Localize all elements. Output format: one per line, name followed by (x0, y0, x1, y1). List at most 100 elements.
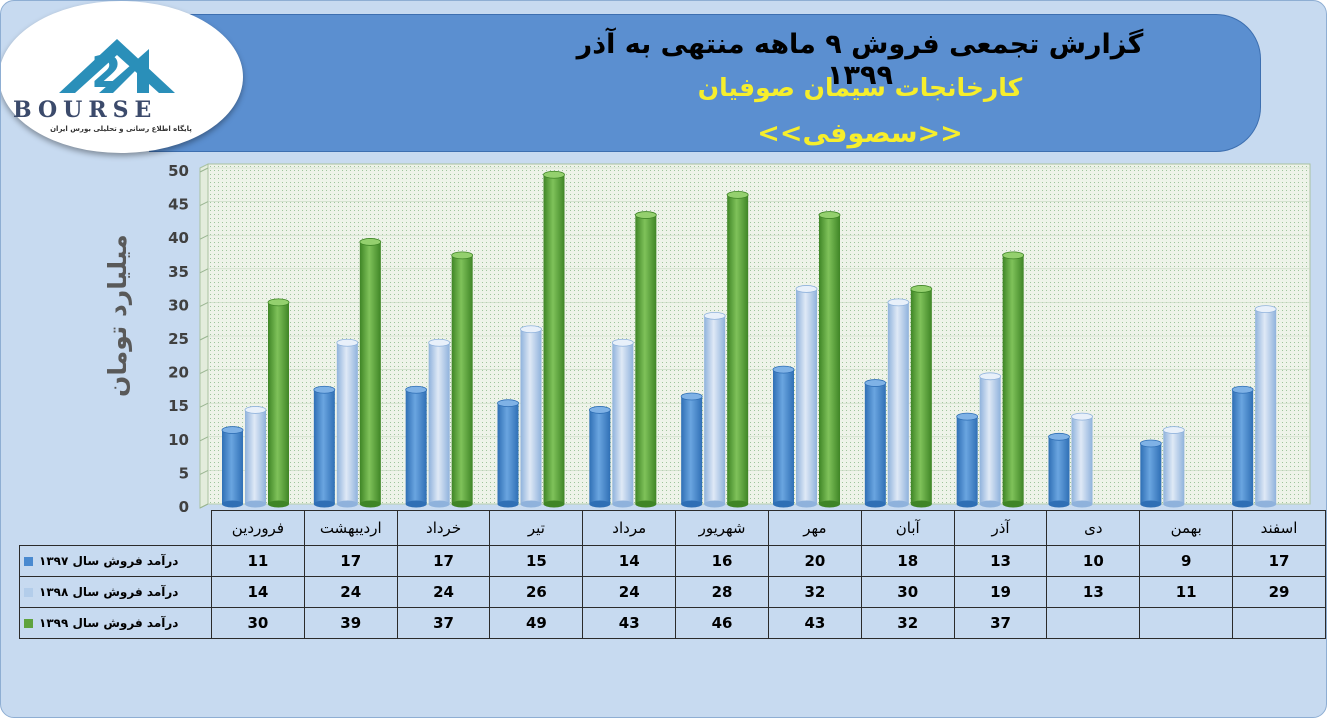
data-label: 17 (1232, 545, 1326, 577)
ticker-symbol: <<سصوفی>> (757, 118, 963, 149)
data-label: 15 (489, 545, 584, 577)
x-category-label: اسفند (1232, 510, 1326, 546)
bar-s2-0 (267, 298, 290, 508)
bar-s1-11 (1254, 305, 1277, 508)
bar-s0-5 (680, 392, 703, 508)
data-label: 32 (767, 576, 862, 608)
data-label: 49 (489, 607, 584, 639)
logo-subtitle: پایگاه اطلاع رسانی و تحلیلی بورس ایران (50, 125, 192, 133)
data-table: فروردین اردیبهشت خرداد تیر مرداد شهریور مهر آبا… (19, 510, 1326, 639)
bar-s1-2 (428, 338, 451, 508)
data-label: 10 (1046, 545, 1141, 577)
legend-swatch (24, 557, 33, 566)
data-label: 28 (675, 576, 769, 608)
bar-s2-3 (543, 170, 565, 508)
data-label: 14 (211, 576, 305, 608)
bar-s1-0 (244, 406, 267, 508)
bar-s0-10 (1139, 439, 1162, 508)
y-tick-label: 15 (168, 397, 189, 415)
bar-s1-1 (336, 338, 359, 508)
x-category-label: تیر (489, 510, 584, 546)
y-tick-label: 20 (168, 364, 189, 382)
gridline (199, 167, 209, 173)
bar-s0-0 (221, 426, 244, 508)
data-label: 37 (396, 607, 491, 639)
bar-s0-4 (588, 406, 611, 508)
bar-s1-8 (979, 372, 1002, 508)
logo-mark-icon: 2 (59, 39, 175, 98)
data-label: 37 (953, 607, 1048, 639)
data-label: 11 (211, 545, 305, 577)
gridline (199, 469, 209, 475)
bar-s2-7 (910, 285, 933, 508)
y-tick-label: 30 (168, 296, 189, 314)
bar-s0-7 (864, 379, 887, 508)
data-label: 43 (582, 607, 677, 639)
bar-s1-7 (887, 298, 910, 508)
data-label (1046, 607, 1141, 639)
y-tick-label: 25 (168, 330, 189, 348)
table-corner (19, 510, 212, 546)
data-label: 39 (303, 607, 398, 639)
legend-entry: درآمد فروش سال ۱۳۹۹ (19, 607, 212, 639)
x-category-label: خرداد (396, 510, 491, 546)
gridline (199, 503, 209, 509)
data-label: 24 (582, 576, 677, 608)
header-banner: گزارش تجمعی فروش ۹ ماهه منتهی به آذر ۱۳۹… (149, 14, 1261, 152)
bar-s0-6 (772, 365, 795, 508)
data-label: 13 (1046, 576, 1141, 608)
data-label (1139, 607, 1234, 639)
data-label: 29 (1232, 576, 1326, 608)
x-category-label: مهر (767, 510, 862, 546)
data-label: 24 (303, 576, 398, 608)
table-row: درآمد فروش سال ۱۳۹۹ 30 39 37 49 43 46 43 32 37 (19, 607, 1326, 639)
bar-s2-4 (634, 211, 657, 508)
bar-s2-6 (818, 211, 841, 508)
bar-s2-5 (726, 190, 749, 508)
bar-s0-11 (1231, 385, 1254, 508)
bar-s2-2 (451, 251, 474, 508)
data-label: 32 (860, 607, 955, 639)
legend-entry: درآمد فروش سال ۱۳۹۷ (19, 545, 212, 577)
y-tick-label: 50 (168, 162, 189, 180)
gridline (199, 301, 209, 307)
bar-s0-8 (956, 412, 979, 508)
y-tick-label: 10 (168, 431, 189, 449)
data-label: 19 (953, 576, 1048, 608)
data-label: 24 (396, 576, 491, 608)
gridline (199, 268, 209, 274)
bar-s1-4 (611, 338, 634, 508)
legend-swatch (24, 619, 33, 628)
y-tick-label: 40 (168, 229, 189, 247)
x-category-label: شهریور (675, 510, 769, 546)
table-row: درآمد فروش سال ۱۳۹۷ 11 17 17 15 14 16 20 18 13 10 9… (19, 545, 1326, 577)
data-label: 13 (953, 545, 1048, 577)
x-category-label: فروردین (211, 510, 305, 546)
bourse-logo: 2 BOURSE پایگاه اطلاع رسانی و تحلیلی بور… (1, 1, 243, 153)
bar-s1-5 (703, 311, 726, 508)
data-label: 26 (489, 576, 584, 608)
data-label: 11 (1139, 576, 1234, 608)
gridline (199, 369, 209, 375)
x-category-label: بهمن (1139, 510, 1234, 546)
bar-s0-2 (405, 385, 428, 508)
data-label: 30 (211, 607, 305, 639)
y-tick-label: 5 (179, 464, 189, 482)
y-tick-label: 0 (179, 498, 189, 516)
legend-swatch (24, 588, 33, 597)
logo-wordmark: BOURSE (13, 97, 158, 123)
svg-text:2: 2 (91, 47, 122, 98)
gridline (199, 436, 209, 442)
x-category-label: مرداد (582, 510, 677, 546)
plot-area (207, 163, 1311, 505)
data-label: 17 (303, 545, 398, 577)
data-label: 46 (675, 607, 769, 639)
x-category-label: آبان (860, 510, 955, 546)
data-label: 30 (860, 576, 955, 608)
plot-side-wall (199, 163, 209, 509)
bar-s1-10 (1162, 426, 1185, 508)
gridline (199, 201, 209, 207)
table-row: درآمد فروش سال ۱۳۹۸ 14 24 24 26 24 28 32 30 19 13 1… (19, 576, 1326, 608)
